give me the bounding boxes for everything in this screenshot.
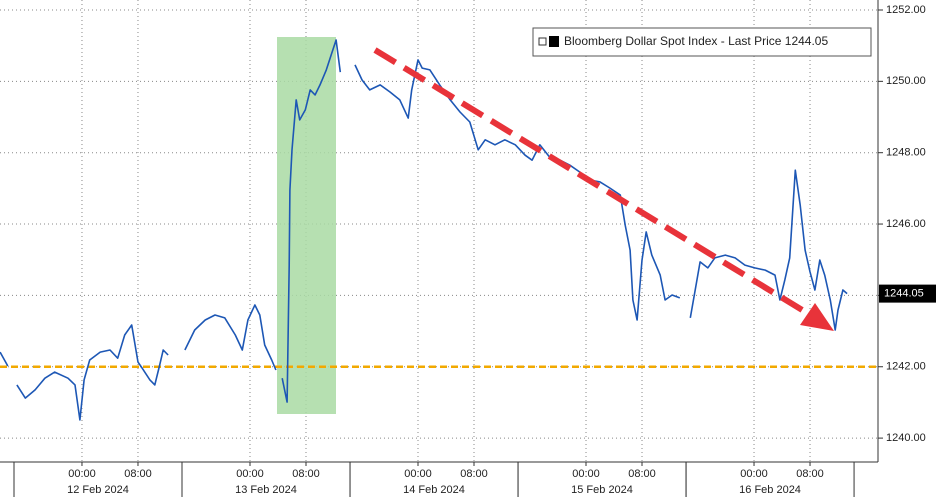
legend: Bloomberg Dollar Spot Index - Last Price… bbox=[532, 27, 872, 57]
trend-arrow bbox=[373, 47, 834, 331]
x-tick-label: 08:00 bbox=[124, 468, 152, 480]
x-tick-label: 00:00 bbox=[572, 468, 600, 480]
x-tick-label: 08:00 bbox=[292, 468, 320, 480]
series-line bbox=[0, 39, 848, 421]
line-layer bbox=[0, 39, 848, 421]
x-tick-label: 00:00 bbox=[236, 468, 264, 480]
date-label: 15 Feb 2024 bbox=[571, 484, 633, 496]
y-tick-label: 1240.00 bbox=[886, 432, 926, 444]
date-label: 13 Feb 2024 bbox=[235, 484, 297, 496]
legend-swatch bbox=[549, 36, 559, 47]
y-tick-label: 1250.00 bbox=[886, 75, 926, 87]
x-tick-label: 00:00 bbox=[68, 468, 96, 480]
highlight-region bbox=[277, 37, 336, 414]
x-tick-label: 00:00 bbox=[404, 468, 432, 480]
legend-label: Bloomberg Dollar Spot Index - Last Price bbox=[564, 34, 782, 48]
y-tick-label: 1252.00 bbox=[886, 4, 926, 16]
legend-expander bbox=[538, 37, 547, 46]
y-tick-label: 1242.00 bbox=[886, 361, 926, 373]
y-tick-label: 1248.00 bbox=[886, 147, 926, 159]
x-tick-label: 00:00 bbox=[740, 468, 768, 480]
date-label: 12 Feb 2024 bbox=[67, 484, 129, 496]
x-tick-label: 08:00 bbox=[796, 468, 824, 480]
legend-text: Bloomberg Dollar Spot Index - Last Price… bbox=[564, 34, 828, 48]
legend-last-value: 1244.05 bbox=[785, 34, 829, 48]
legend-box bbox=[532, 27, 872, 57]
y-tick-label: 1246.00 bbox=[886, 218, 926, 230]
date-label: 16 Feb 2024 bbox=[739, 484, 801, 496]
axis-layer: 1240.001242.001244.001246.001248.001250.… bbox=[13, 4, 936, 497]
trend-arrow-head bbox=[800, 303, 834, 331]
last-price-box bbox=[879, 284, 936, 303]
trend-arrow-shaft bbox=[373, 47, 814, 319]
x-tick-label: 08:00 bbox=[628, 468, 656, 480]
last-price-label: 1244.05 bbox=[884, 288, 924, 300]
x-tick-label: 08:00 bbox=[460, 468, 488, 480]
grid-layer bbox=[0, 0, 878, 462]
date-label: 14 Feb 2024 bbox=[403, 484, 465, 496]
